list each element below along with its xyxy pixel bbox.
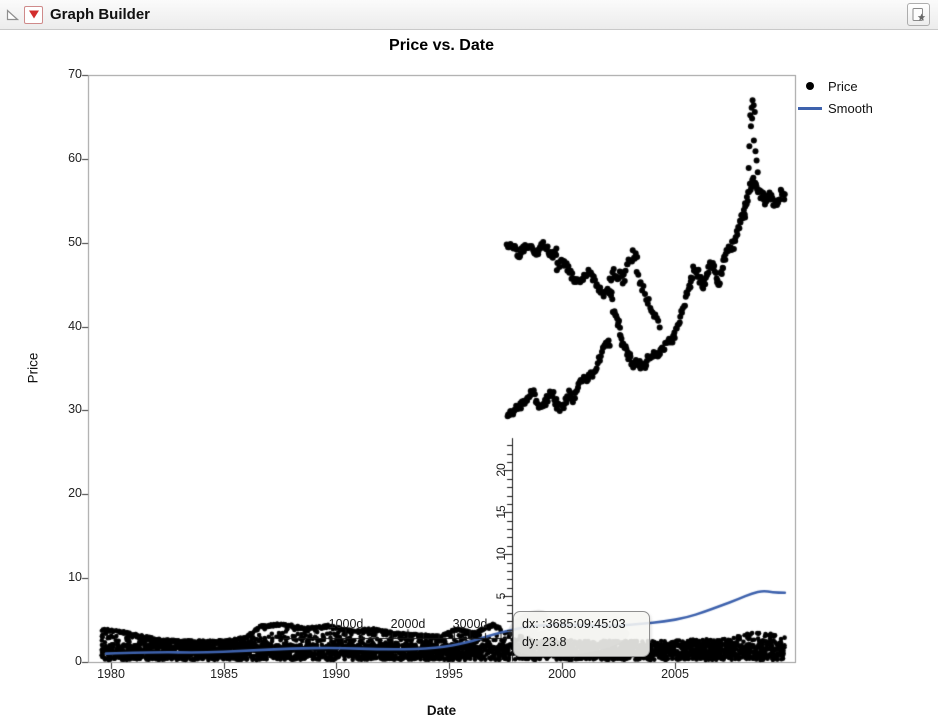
y-tick-label[interactable]: 40 [68, 319, 82, 333]
y-tick-label[interactable]: 60 [68, 151, 82, 165]
red-triangle-menu-button[interactable] [24, 5, 43, 24]
x-tick-label[interactable]: 1985 [210, 667, 238, 681]
x-tick-label[interactable]: 2000 [548, 667, 576, 681]
y-tick-label[interactable]: 30 [68, 402, 82, 416]
y-tick-label[interactable]: 50 [68, 235, 82, 249]
chart-title[interactable]: Price vs. Date [389, 37, 494, 54]
price-point-marker-icon [798, 82, 822, 90]
legend-label-smooth: Smooth [828, 100, 873, 116]
tooltip-dx-line: dx: :3685:09:45:03 [522, 617, 626, 631]
bookmark-star-icon [912, 7, 925, 21]
y-tick-label[interactable]: 20 [68, 486, 82, 500]
window-title: Graph Builder [50, 6, 151, 23]
bookmark-star-button[interactable] [907, 3, 930, 26]
crosshair-dy-ruler-label: 20 [494, 463, 508, 477]
crosshair-dy-ruler-label: 5 [494, 592, 508, 600]
crosshair-dy-ruler-label: 10 [494, 547, 508, 561]
y-axis-label[interactable]: Price [25, 352, 41, 384]
legend-item-smooth[interactable]: Smooth [798, 97, 873, 119]
tooltip-dy-line: dy: 23.8 [522, 635, 567, 650]
smooth-line-marker-icon [798, 106, 822, 110]
y-tick-label[interactable]: 0 [75, 654, 82, 668]
legend-label-price: Price [828, 78, 858, 94]
crosshair-dx-ruler-label: 1000d [328, 617, 364, 631]
x-tick-label[interactable]: 1995 [435, 667, 463, 681]
x-tick-label[interactable]: 2005 [661, 667, 689, 681]
y-tick-label[interactable]: 70 [68, 67, 82, 81]
legend-item-price[interactable]: Price [798, 75, 873, 97]
crosshair-dx-ruler-label: 2000d [390, 617, 426, 631]
x-tick-label[interactable]: 1990 [322, 667, 350, 681]
y-tick-label[interactable]: 10 [68, 570, 82, 584]
crosshair-dy-ruler-label: 15 [494, 505, 508, 519]
x-axis-label[interactable]: Date [426, 703, 457, 718]
crosshair-tooltip: dx: :3685:09:45:03 dy: 23.8 [513, 611, 650, 658]
x-tick-label[interactable]: 1980 [97, 667, 125, 681]
legend: Price Smooth [798, 75, 873, 119]
titlebar: Graph Builder [0, 0, 938, 30]
crosshair-dx-ruler-label: 3000d [452, 617, 488, 631]
disclosure-triangle-icon[interactable] [6, 8, 19, 21]
